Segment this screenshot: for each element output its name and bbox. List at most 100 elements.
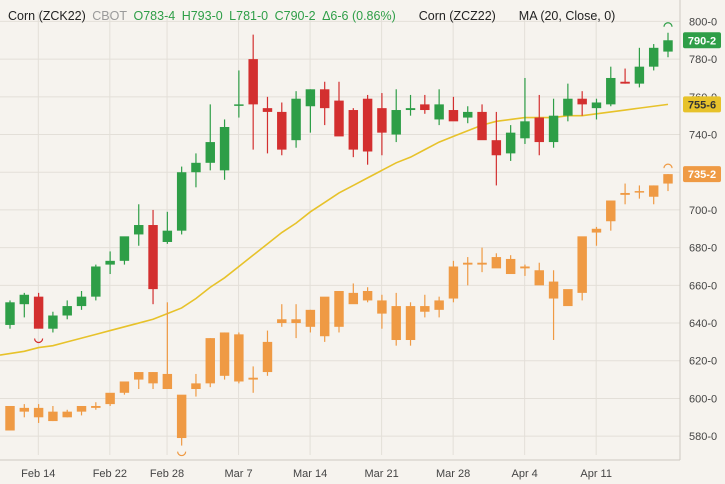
candle-body bbox=[505, 258, 516, 275]
candle-body bbox=[319, 89, 330, 109]
zcz22-price-tag-bg bbox=[683, 166, 721, 183]
zck22-candles bbox=[5, 32, 673, 333]
price-tags: 790-2 755-6 735-2 bbox=[683, 32, 721, 183]
y-tick-label: 780-0 bbox=[689, 54, 717, 66]
candle-body bbox=[162, 373, 173, 390]
candle-body bbox=[76, 296, 87, 307]
candle-body bbox=[362, 98, 373, 152]
candle-body bbox=[477, 111, 487, 141]
candle-body bbox=[162, 230, 173, 242]
candle-body bbox=[105, 392, 115, 405]
candle-body bbox=[33, 296, 44, 329]
candle-body bbox=[119, 236, 130, 261]
low-marker bbox=[34, 338, 44, 344]
candle-body bbox=[606, 200, 616, 222]
candle-body bbox=[534, 117, 544, 143]
zck22-price-tag-bg bbox=[683, 32, 721, 49]
candle-body bbox=[62, 306, 72, 316]
candle-body bbox=[620, 192, 630, 195]
candle-body bbox=[377, 300, 387, 314]
candle-body bbox=[62, 411, 72, 418]
candle-body bbox=[591, 102, 602, 109]
markers bbox=[34, 22, 673, 457]
candle-body bbox=[505, 132, 516, 154]
candle-body bbox=[148, 225, 158, 290]
candle-body bbox=[305, 309, 316, 327]
ma-price-tag-bg bbox=[683, 96, 721, 113]
candle-body bbox=[348, 110, 359, 150]
legend-indicator[interactable]: MA (20, Close, 0) bbox=[518, 9, 616, 23]
candle-body bbox=[420, 104, 430, 111]
candle-body bbox=[434, 300, 444, 310]
candle-body bbox=[520, 121, 530, 139]
y-tick-label: 580-0 bbox=[689, 431, 717, 443]
candle-body bbox=[591, 228, 602, 233]
candle-body bbox=[134, 225, 144, 235]
candle-body bbox=[491, 257, 502, 269]
candle-body bbox=[219, 332, 230, 376]
x-tick-label: Mar 7 bbox=[225, 468, 253, 480]
candle-body bbox=[262, 341, 273, 373]
legend-high: H793-0 bbox=[181, 9, 223, 23]
candle-body bbox=[277, 111, 287, 150]
candle-body bbox=[191, 383, 201, 390]
legend-symbol-1[interactable]: Corn (ZCK22) bbox=[8, 9, 86, 23]
high-marker bbox=[663, 22, 673, 27]
zck22-price-tag: 790-2 bbox=[688, 35, 716, 47]
y-tick-label: 660-0 bbox=[689, 280, 717, 292]
candle-body bbox=[405, 108, 416, 111]
candle-body bbox=[191, 162, 201, 173]
candle-body bbox=[348, 292, 359, 305]
candle-body bbox=[5, 302, 15, 325]
candle-body bbox=[319, 296, 330, 337]
zcz22-price-tag: 735-2 bbox=[688, 169, 716, 181]
candle-body bbox=[19, 294, 30, 305]
chart-legend: Corn (ZCK22) CBOT O783-4 H793-0 L781-0 C… bbox=[8, 9, 618, 23]
candle-body bbox=[548, 281, 559, 299]
candle-body bbox=[391, 306, 401, 341]
candle-body bbox=[577, 98, 587, 105]
legend-open: O783-4 bbox=[133, 9, 176, 23]
candle-body bbox=[48, 315, 58, 329]
candle-body bbox=[234, 104, 244, 106]
candle-body bbox=[648, 185, 659, 197]
ma-line-group bbox=[0, 103, 669, 356]
grid bbox=[0, 12, 680, 455]
x-tick-label: Feb 14 bbox=[21, 468, 55, 480]
candle-body bbox=[205, 338, 215, 384]
candle-body bbox=[634, 66, 645, 84]
candle-body bbox=[134, 372, 144, 380]
candle-body bbox=[434, 104, 444, 120]
candle-body bbox=[548, 115, 559, 143]
x-tick-label: Mar 28 bbox=[436, 468, 470, 480]
candle-body bbox=[334, 290, 344, 327]
candle-body bbox=[248, 377, 258, 380]
candle-body bbox=[176, 172, 187, 231]
candle-body bbox=[176, 394, 187, 439]
candle-body bbox=[477, 262, 487, 265]
candle-body bbox=[520, 266, 530, 269]
candle-body bbox=[5, 405, 15, 431]
legend-symbol-2[interactable]: Corn (ZCZ22) bbox=[418, 9, 496, 23]
legend-close: C790-2 bbox=[274, 9, 316, 23]
candle-body bbox=[405, 306, 416, 341]
candle-body bbox=[663, 40, 673, 52]
y-tick-label: 600-0 bbox=[689, 393, 717, 405]
legend-low: L781-0 bbox=[229, 9, 269, 23]
candle-body bbox=[33, 407, 44, 418]
candle-body bbox=[105, 260, 115, 265]
candle-body bbox=[19, 407, 30, 412]
candle-body bbox=[248, 59, 258, 105]
y-tick-label: 620-0 bbox=[689, 356, 717, 368]
candle-body bbox=[563, 289, 573, 307]
legend-change: Δ6-6 (0.86%) bbox=[322, 9, 396, 23]
candle-body bbox=[119, 381, 130, 393]
candle-body bbox=[291, 319, 301, 324]
ma-line bbox=[0, 103, 669, 356]
x-tick-label: Mar 21 bbox=[364, 468, 398, 480]
y-tick-label: 800-0 bbox=[689, 16, 717, 28]
candle-body bbox=[577, 236, 587, 293]
candle-body bbox=[448, 266, 459, 299]
